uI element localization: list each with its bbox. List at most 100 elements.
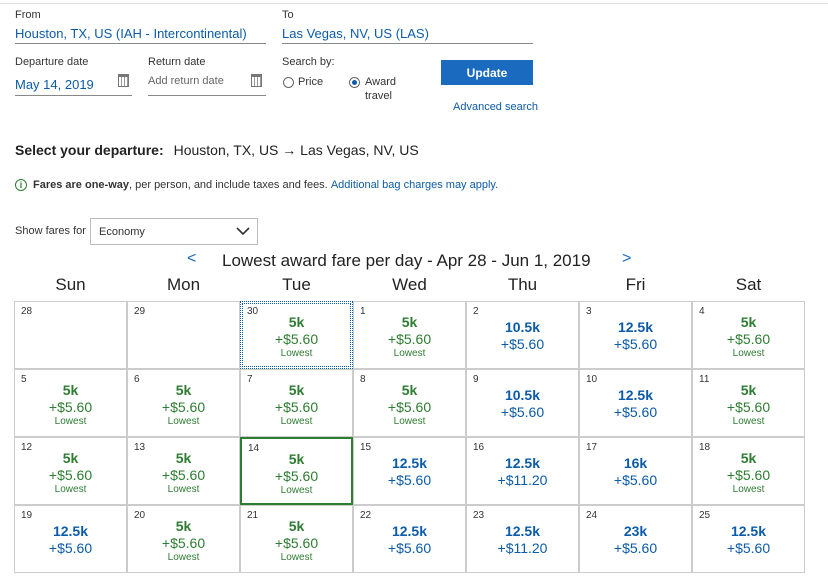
- calendar-day-cell[interactable]: 3 12.5k +$5.60: [579, 301, 692, 369]
- fare-miles: 5k: [175, 450, 192, 466]
- day-number: 6: [134, 374, 140, 385]
- fare-miles: 5k: [175, 518, 192, 534]
- calendar-day-cell[interactable]: 5 5k +$5.60 Lowest: [14, 369, 127, 437]
- to-label: To: [282, 9, 294, 21]
- fare-miles: 5k: [401, 314, 418, 330]
- fare-tax: +$5.60: [274, 535, 319, 551]
- lowest-badge: Lowest: [732, 416, 765, 427]
- advanced-search-link[interactable]: Advanced search: [453, 101, 538, 113]
- day-number: 13: [134, 442, 146, 453]
- calendar-day-cell[interactable]: 20 5k +$5.60 Lowest: [127, 505, 240, 573]
- prev-month-button[interactable]: <: [187, 250, 197, 267]
- update-button[interactable]: Update: [441, 60, 533, 85]
- calendar-day-cell[interactable]: 2 10.5k +$5.60: [466, 301, 579, 369]
- fare-miles: 5k: [740, 314, 757, 330]
- fare-miles: 12.5k: [52, 523, 89, 539]
- lowest-badge: Lowest: [167, 484, 200, 495]
- calendar-day-cell[interactable]: 11 5k +$5.60 Lowest: [692, 369, 805, 437]
- fare-tax: +$5.60: [500, 404, 545, 420]
- cabin-select[interactable]: Economy: [90, 218, 258, 245]
- fare-miles: 12.5k: [617, 387, 654, 403]
- day-number: 29: [134, 306, 146, 317]
- calendar-day-cell[interactable]: 16 12.5k +$11.20: [466, 437, 579, 505]
- day-number: 23: [473, 510, 485, 521]
- weekday-mon: Mon: [166, 275, 201, 294]
- calendar-day-cell[interactable]: 9 10.5k +$5.60: [466, 369, 579, 437]
- calendar-day-cell[interactable]: 15 12.5k +$5.60: [353, 437, 466, 505]
- price-option-label[interactable]: Price: [298, 76, 324, 88]
- day-number: 8: [360, 374, 366, 385]
- fare-miles: 16k: [623, 455, 648, 471]
- day-number: 15: [360, 442, 372, 453]
- calendar-day-cell[interactable]: 6 5k +$5.60 Lowest: [127, 369, 240, 437]
- fare-miles: 12.5k: [730, 523, 767, 539]
- award-travel-radio[interactable]: [349, 77, 360, 88]
- calendar-day-cell[interactable]: 21 5k +$5.60 Lowest: [240, 505, 353, 573]
- fare-miles: 5k: [62, 450, 79, 466]
- calendar-day-cell[interactable]: 30 5k +$5.60 Lowest: [240, 301, 353, 369]
- to-field-underline: [282, 43, 533, 44]
- weekday-fri: Fri: [625, 275, 646, 294]
- fare-tax: +$5.60: [613, 404, 658, 420]
- lowest-badge: Lowest: [167, 552, 200, 563]
- calendar-day-cell[interactable]: 4 5k +$5.60 Lowest: [692, 301, 805, 369]
- fare-tax: +$5.60: [48, 540, 93, 556]
- price-radio[interactable]: [283, 77, 294, 88]
- return-calendar-icon[interactable]: [251, 74, 262, 87]
- fare-miles: 5k: [740, 382, 757, 398]
- fare-tax: +$5.60: [500, 336, 545, 352]
- from-field[interactable]: Houston, TX, US (IAH - Intercontinental): [15, 26, 247, 41]
- calendar-day-cell: 29: [127, 301, 240, 369]
- lowest-badge: Lowest: [732, 484, 765, 495]
- calendar-day-cell[interactable]: 8 5k +$5.60 Lowest: [353, 369, 466, 437]
- calendar-day-cell[interactable]: 25 12.5k +$5.60: [692, 505, 805, 573]
- calendar-day-cell[interactable]: 14 5k +$5.60 Lowest: [240, 437, 353, 505]
- lowest-badge: Lowest: [393, 416, 426, 427]
- departure-date-field[interactable]: May 14, 2019: [15, 77, 94, 92]
- day-number: 9: [473, 374, 479, 385]
- show-fares-label: Show fares for: [15, 225, 86, 237]
- calendar-day-cell[interactable]: 18 5k +$5.60 Lowest: [692, 437, 805, 505]
- calendar-day-cell[interactable]: 1 5k +$5.60 Lowest: [353, 301, 466, 369]
- calendar-day-cell[interactable]: 10 12.5k +$5.60: [579, 369, 692, 437]
- day-number: 28: [21, 306, 33, 317]
- bag-charges-link[interactable]: Additional bag charges may apply.: [330, 179, 499, 191]
- calendar-day-cell[interactable]: 22 12.5k +$5.60: [353, 505, 466, 573]
- return-date-field[interactable]: Add return date: [148, 75, 224, 87]
- day-number: 18: [699, 442, 711, 453]
- calendar-day-cell[interactable]: 17 16k +$5.60: [579, 437, 692, 505]
- calendar-day-cell[interactable]: 23 12.5k +$11.20: [466, 505, 579, 573]
- lowest-badge: Lowest: [393, 348, 426, 359]
- departure-heading: Select your departure: Houston, TX, US → …: [15, 142, 419, 158]
- fare-miles: 12.5k: [617, 319, 654, 335]
- lowest-badge: Lowest: [280, 552, 313, 563]
- from-label: From: [15, 9, 41, 21]
- fare-tax: +$5.60: [48, 467, 93, 483]
- calendar-day-cell[interactable]: 12 5k +$5.60 Lowest: [14, 437, 127, 505]
- day-number: 3: [586, 306, 592, 317]
- fare-info-bold: Fares are one-way: [33, 179, 129, 191]
- to-field[interactable]: Las Vegas, NV, US (LAS): [282, 26, 429, 41]
- weekday-wed: Wed: [392, 275, 427, 294]
- award-option-label-line2[interactable]: travel: [365, 90, 392, 102]
- lowest-badge: Lowest: [280, 348, 313, 359]
- next-month-button[interactable]: >: [622, 250, 632, 267]
- fare-tax: +$5.60: [387, 472, 432, 488]
- day-number: 22: [360, 510, 372, 521]
- fare-miles: 12.5k: [504, 523, 541, 539]
- day-number: 12: [21, 442, 33, 453]
- day-number: 10: [586, 374, 598, 385]
- fare-miles: 12.5k: [504, 455, 541, 471]
- calendar-day-cell[interactable]: 19 12.5k +$5.60: [14, 505, 127, 573]
- fare-calendar-grid: 28 29 30 5k +$5.60 Lowest 1 5k +$5.60 Lowest 2 10.5…: [14, 301, 805, 581]
- route-text: Houston, TX, US → Las Vegas, NV, US: [173, 142, 419, 158]
- fare-tax: +$5.60: [274, 468, 319, 484]
- departure-calendar-icon[interactable]: [118, 74, 129, 87]
- calendar-day-cell[interactable]: 13 5k +$5.60 Lowest: [127, 437, 240, 505]
- calendar-day-cell[interactable]: 7 5k +$5.60 Lowest: [240, 369, 353, 437]
- day-number: 2: [473, 306, 479, 317]
- calendar-day-cell[interactable]: 24 23k +$5.60: [579, 505, 692, 573]
- day-number: 14: [248, 443, 260, 454]
- award-option-label-line1[interactable]: Award: [365, 76, 396, 88]
- fare-tax: +$5.60: [387, 399, 432, 415]
